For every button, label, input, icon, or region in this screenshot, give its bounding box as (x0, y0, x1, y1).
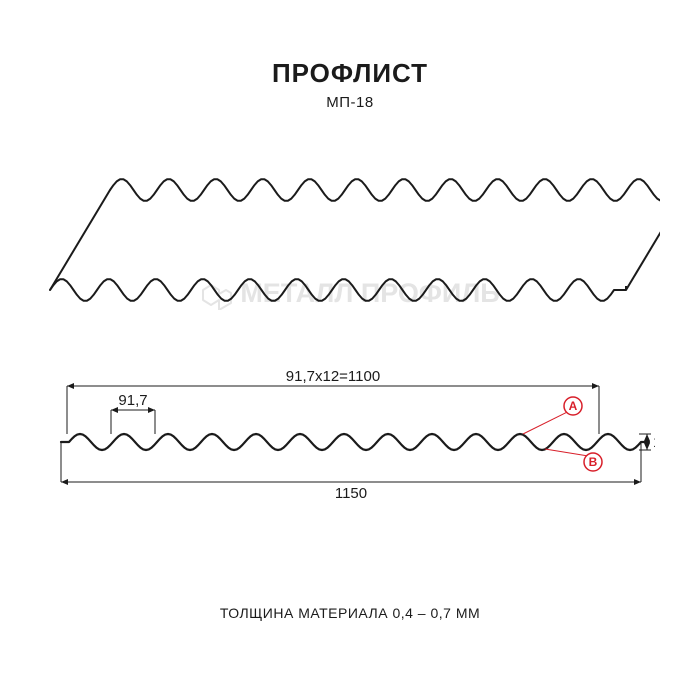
diagram-page: ПРОФЛИСТ МП-18 МЕТАЛЛ ПРОФИЛЬ 91,7х12=11… (0, 0, 700, 700)
material-thickness-note: ТОЛЩИНА МАТЕРИАЛА 0,4 – 0,7 ММ (0, 605, 700, 621)
svg-text:91,7: 91,7 (118, 392, 147, 409)
page-subtitle: МП-18 (0, 94, 700, 111)
svg-text:18: 18 (653, 434, 655, 451)
profile-cross-section: 91,7х12=1100 91,7 1150 18 A B (45, 370, 655, 500)
svg-text:B: B (589, 455, 598, 469)
svg-text:91,7х12=1100: 91,7х12=1100 (286, 370, 380, 385)
svg-text:1150: 1150 (335, 485, 367, 500)
page-title: ПРОФЛИСТ (0, 58, 700, 89)
svg-text:A: A (569, 399, 578, 413)
iso-profile-drawing (40, 150, 660, 320)
